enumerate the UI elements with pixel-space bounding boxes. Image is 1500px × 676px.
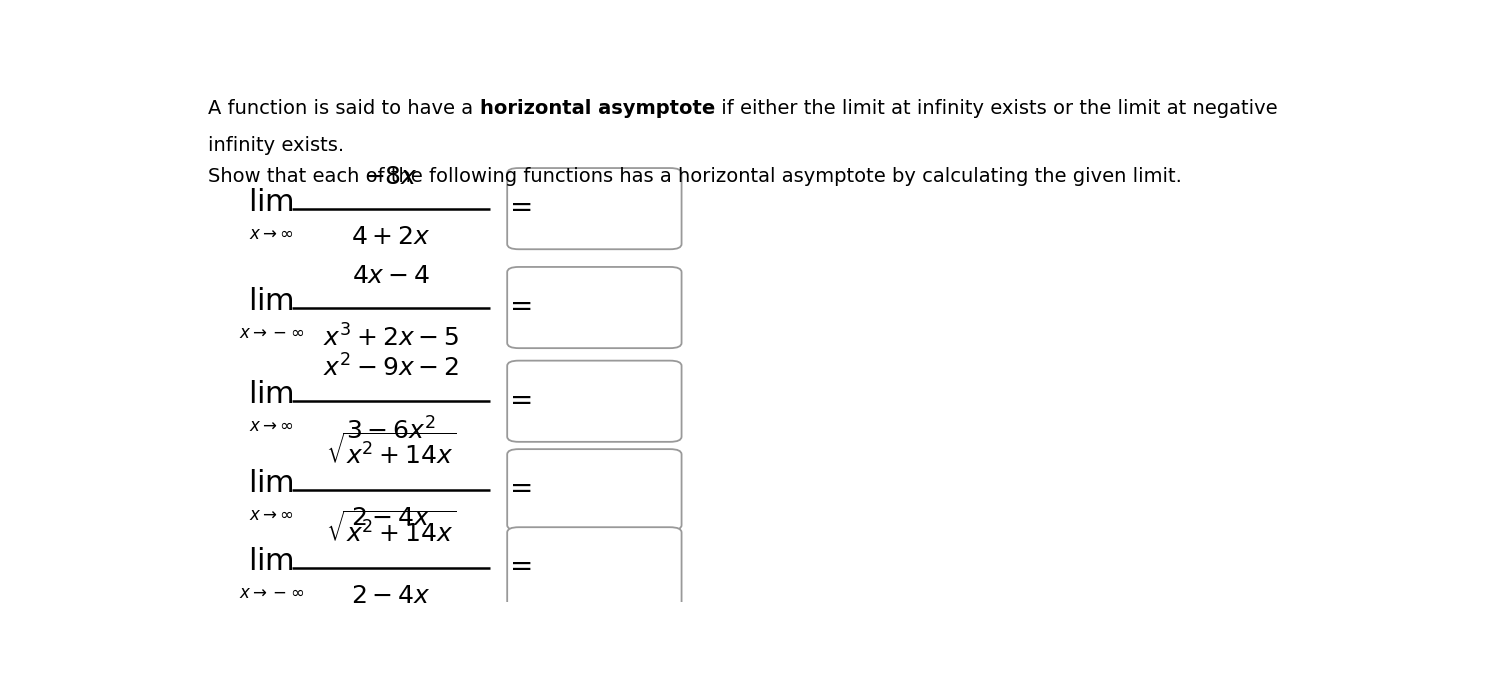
Text: horizontal asymptote: horizontal asymptote bbox=[480, 99, 716, 118]
Text: $\mathrm{lim}$: $\mathrm{lim}$ bbox=[248, 187, 294, 218]
Text: $4x-4$: $4x-4$ bbox=[352, 264, 430, 288]
Text: $x\to -\infty$: $x\to -\infty$ bbox=[238, 584, 304, 602]
FancyBboxPatch shape bbox=[507, 360, 681, 442]
Text: $=$: $=$ bbox=[504, 551, 531, 579]
Text: $\sqrt{x^2+14x}$: $\sqrt{x^2+14x}$ bbox=[326, 433, 456, 470]
FancyBboxPatch shape bbox=[507, 168, 681, 249]
Text: $2-4x$: $2-4x$ bbox=[351, 585, 430, 608]
Text: $x\to -\infty$: $x\to -\infty$ bbox=[238, 324, 304, 341]
Text: $\mathrm{lim}$: $\mathrm{lim}$ bbox=[248, 286, 294, 317]
Text: $x\to\infty$: $x\to\infty$ bbox=[249, 417, 294, 435]
Text: $\sqrt{x^2+14x}$: $\sqrt{x^2+14x}$ bbox=[326, 512, 456, 548]
Text: $=$: $=$ bbox=[504, 291, 531, 319]
Text: if either the limit at infinity exists or the limit at negative: if either the limit at infinity exists o… bbox=[716, 99, 1278, 118]
Text: $x^3+2x-5$: $x^3+2x-5$ bbox=[322, 324, 459, 352]
Text: $\mathrm{lim}$: $\mathrm{lim}$ bbox=[248, 468, 294, 499]
Text: $=$: $=$ bbox=[504, 192, 531, 220]
Text: $4+2x$: $4+2x$ bbox=[351, 225, 430, 249]
Text: $=$: $=$ bbox=[504, 385, 531, 412]
Text: $x^2-9x-2$: $x^2-9x-2$ bbox=[322, 354, 459, 381]
Text: $\mathrm{lim}$: $\mathrm{lim}$ bbox=[248, 546, 294, 577]
Text: $x\to\infty$: $x\to\infty$ bbox=[249, 224, 294, 243]
Text: A function is said to have a: A function is said to have a bbox=[209, 99, 480, 118]
Text: $2-4x$: $2-4x$ bbox=[351, 506, 430, 531]
Text: Show that each of the following functions has a horizontal asymptote by calculat: Show that each of the following function… bbox=[209, 167, 1182, 186]
Text: $-8x$: $-8x$ bbox=[364, 165, 419, 189]
Text: $=$: $=$ bbox=[504, 473, 531, 501]
FancyBboxPatch shape bbox=[507, 267, 681, 348]
Text: $3-6x^2$: $3-6x^2$ bbox=[346, 418, 436, 445]
Text: $x\to\infty$: $x\to\infty$ bbox=[249, 506, 294, 524]
Text: infinity exists.: infinity exists. bbox=[209, 136, 345, 155]
FancyBboxPatch shape bbox=[507, 449, 681, 531]
Text: $\mathrm{lim}$: $\mathrm{lim}$ bbox=[248, 379, 294, 410]
FancyBboxPatch shape bbox=[507, 527, 681, 608]
